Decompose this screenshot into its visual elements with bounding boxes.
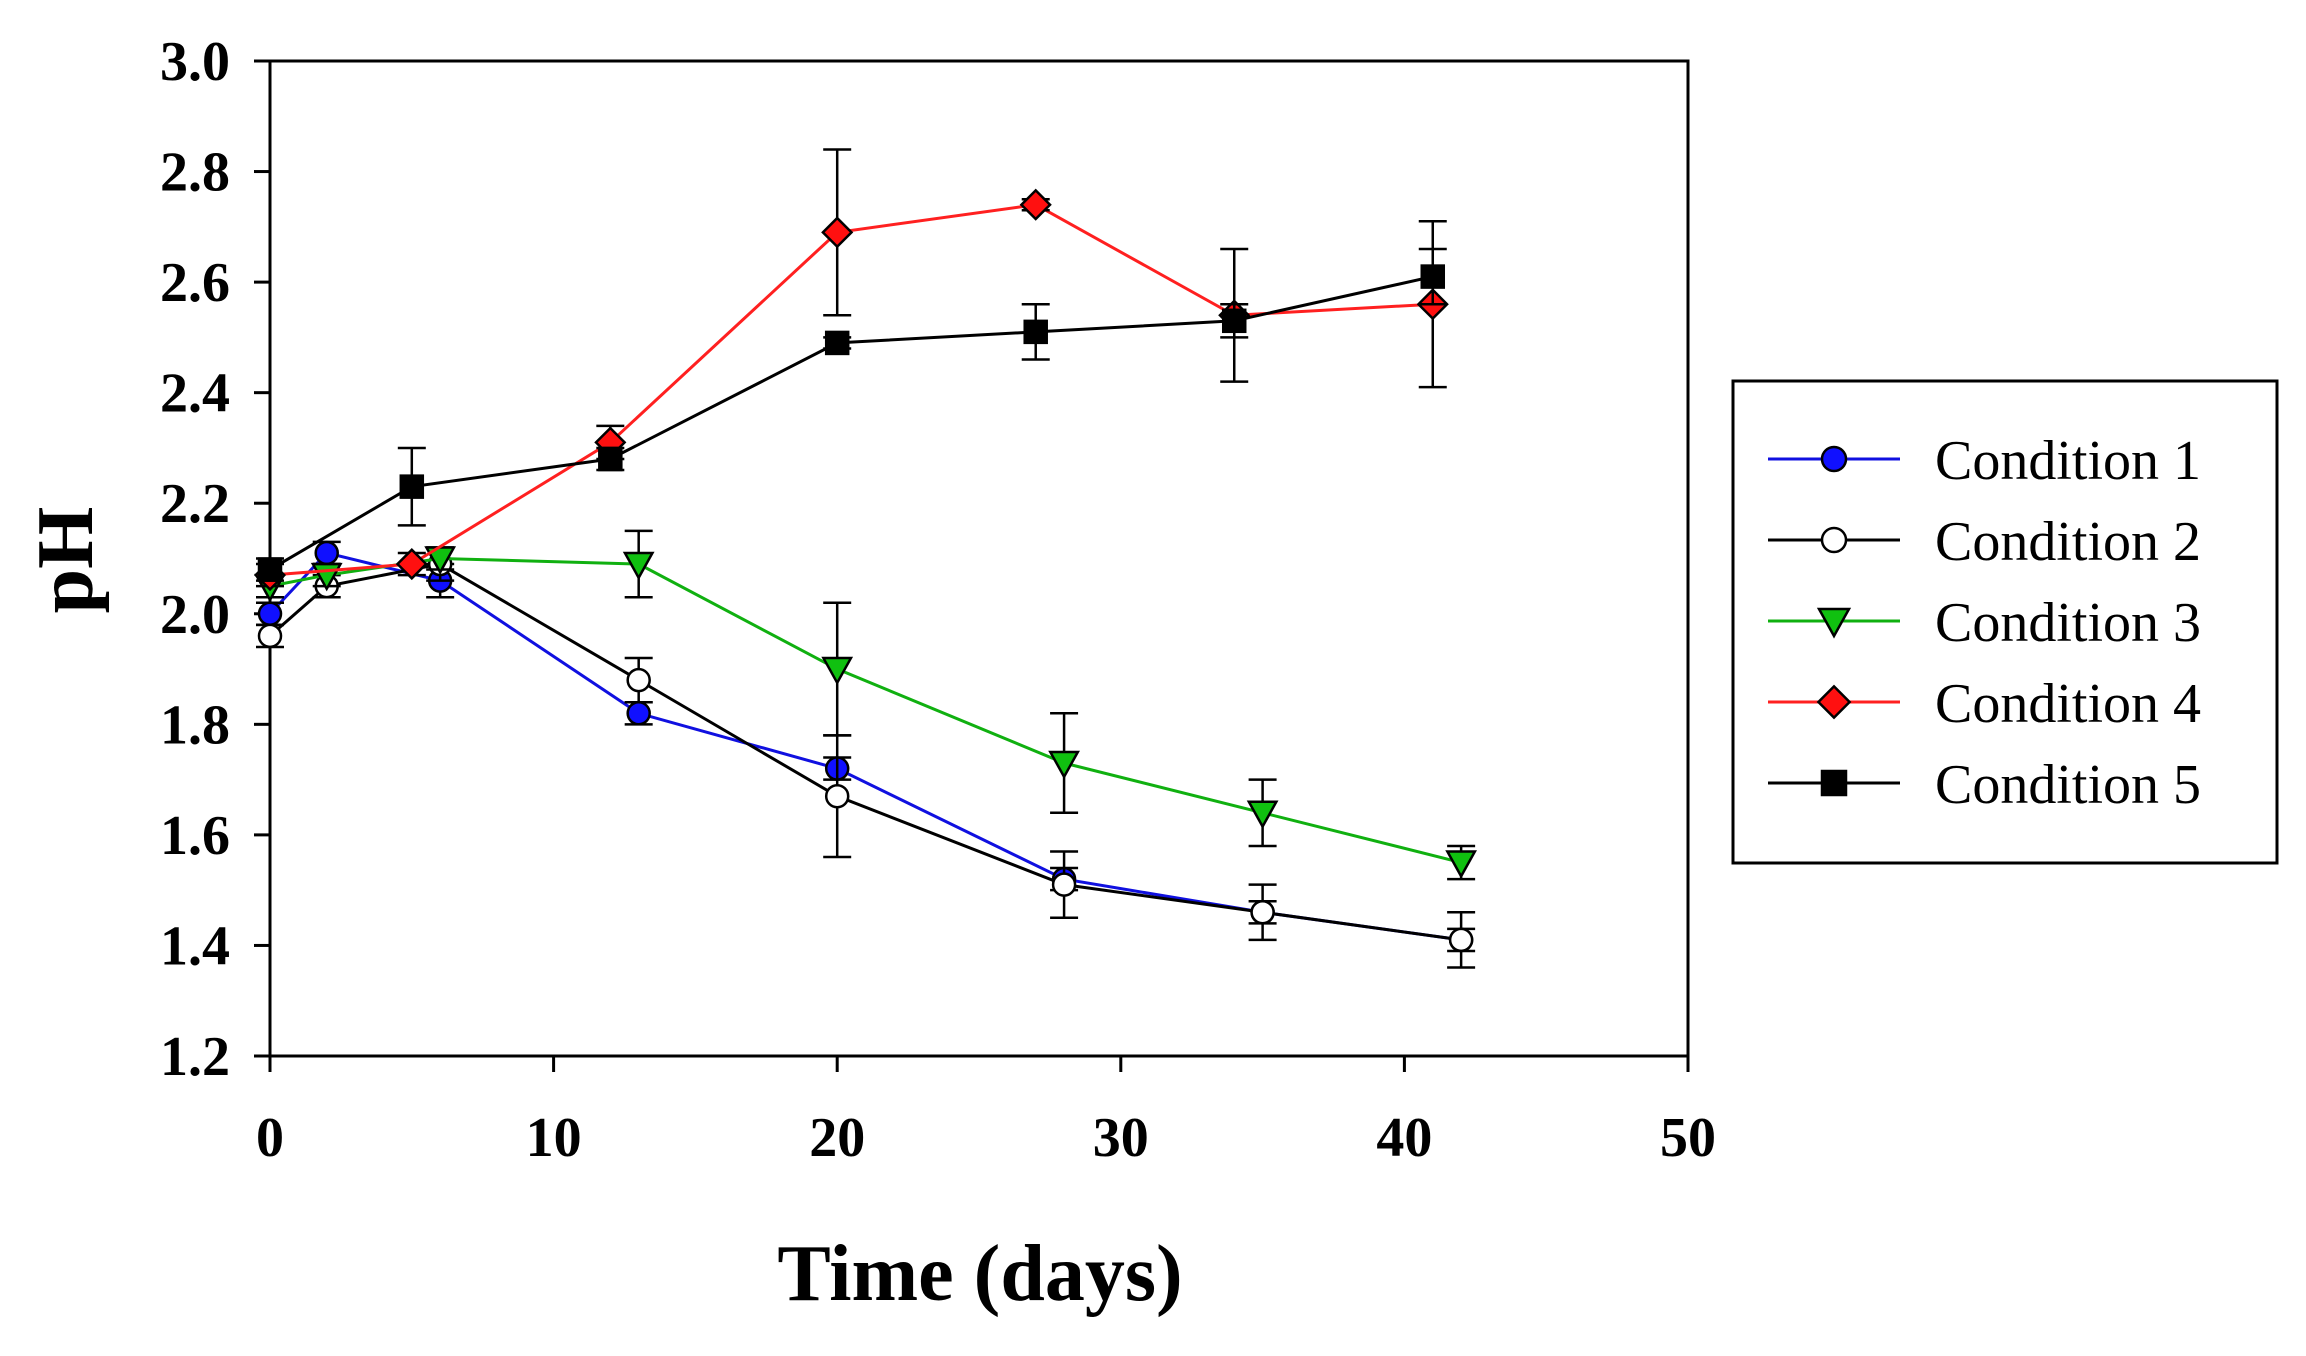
legend-marker-condition-4: [1816, 684, 1852, 720]
data-point-condition-2-7: [1448, 927, 1474, 953]
data-point-condition-2-5: [1051, 872, 1077, 897]
data-point-condition-5-1: [399, 474, 425, 499]
data-point-condition-5-6: [1420, 264, 1446, 289]
data-point-condition-2-6: [1250, 900, 1275, 925]
data-point-condition-4-4: [1019, 188, 1052, 221]
x-axis: 0 10 20 30 40 50: [256, 1056, 1716, 1169]
data-point-condition-3-5: [1048, 750, 1080, 780]
series-line-condition-2: [269, 562, 1462, 942]
data-point-condition-5-3: [824, 330, 850, 356]
data-point-condition-2-3: [626, 667, 651, 693]
plot-area: [268, 59, 1690, 1058]
y-tick-label-7: 2.6: [160, 252, 230, 314]
legend-item-condition-4: Condition 4: [1768, 673, 2201, 735]
data-point-condition-5-4: [1023, 319, 1048, 345]
legend-marker-condition-1: [1820, 445, 1848, 473]
data-point-condition-3-6: [1246, 800, 1279, 830]
x-tick-label-4: 40: [1376, 1107, 1432, 1169]
legend-item-condition-3: Condition 3: [1768, 592, 2201, 654]
data-point-condition-3-4: [821, 656, 854, 686]
data-point-condition-3-7: [1445, 850, 1477, 879]
data-point-condition-4-1: [395, 547, 428, 581]
y-tick-label-2: 1.6: [160, 805, 230, 867]
series-condition-5: [256, 247, 1447, 582]
y-axis-title: pH: [22, 507, 110, 614]
data-point-condition-5-0: [257, 557, 283, 582]
y-tick-label-3: 1.8: [160, 694, 230, 756]
y-tick-label-9: 3.0: [160, 31, 230, 93]
legend-marker-condition-3: [1816, 607, 1852, 639]
x-tick-label-3: 30: [1093, 1107, 1149, 1169]
series-line-condition-3: [269, 556, 1462, 864]
y-tick-label-8: 2.8: [160, 142, 230, 204]
legend-label-condition-1: Condition 1: [1935, 430, 2201, 492]
x-tick-label-5: 50: [1660, 1107, 1716, 1169]
y-tick-label-1: 1.4: [160, 915, 230, 977]
x-axis-title: Time (days): [777, 1230, 1182, 1318]
data-point-condition-2-0: [257, 623, 283, 649]
legend-label-condition-3: Condition 3: [1935, 592, 2201, 654]
x-tick-label-2: 20: [809, 1107, 865, 1169]
legend-label-condition-5: Condition 5: [1935, 754, 2201, 816]
data-point-condition-4-3: [821, 216, 854, 249]
legend-marker-condition-5: [1820, 769, 1848, 797]
y-tick-label-4: 2.0: [160, 584, 230, 646]
legend-item-condition-1: Condition 1: [1768, 430, 2201, 492]
legend: Condition 1 Condition 2 Condition 3 Conditi…: [1731, 379, 2279, 865]
legend-marker-condition-2: [1820, 526, 1848, 554]
legend-label-condition-2: Condition 2: [1935, 511, 2201, 573]
x-tick-label-0: 0: [256, 1107, 284, 1169]
x-tick-label-1: 10: [526, 1107, 582, 1169]
legend-label-condition-4: Condition 4: [1935, 673, 2201, 735]
y-tick-label-6: 2.4: [160, 363, 230, 425]
data-point-condition-1-0: [257, 601, 283, 627]
series-layer: [253, 148, 1477, 969]
data-point-condition-1-3: [626, 701, 651, 726]
legend-item-condition-5: Condition 5: [1768, 754, 2201, 816]
y-tick-label-5: 2.2: [160, 473, 230, 535]
data-point-condition-5-2: [598, 446, 623, 472]
data-point-condition-1-1: [314, 540, 339, 566]
data-point-condition-3-3: [622, 551, 655, 581]
legend-items: Condition 1 Condition 2 Condition 3 Conditi…: [1768, 430, 2201, 816]
data-point-condition-2-4: [824, 783, 850, 809]
legend-item-condition-2: Condition 2: [1768, 511, 2201, 573]
data-point-condition-5-5: [1221, 308, 1247, 334]
y-axis: 1.2 1.4 1.6 1.8 2.0 2.2 2.4 2.6 2.8 3.0: [160, 31, 270, 1088]
y-tick-label-0: 1.2: [160, 1026, 230, 1088]
